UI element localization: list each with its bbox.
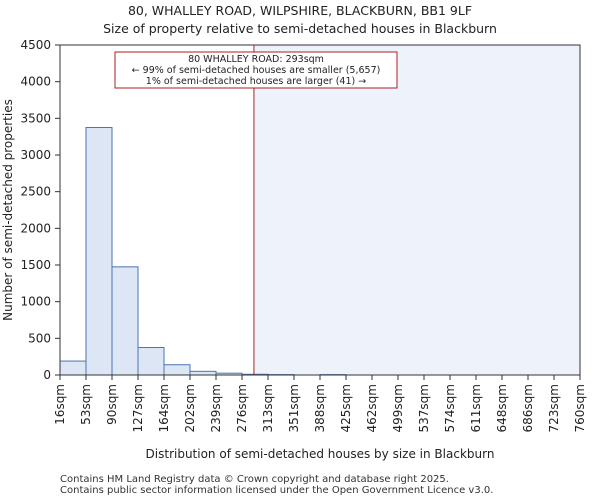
annotation-line-3: 1% of semi-detached houses are larger (4… — [146, 76, 366, 87]
bar-202sqm — [189, 370, 217, 376]
x-tick-label: 202sqm — [183, 384, 197, 432]
larger-properties-region — [253, 45, 580, 375]
y-tick-label: 4000 — [20, 75, 51, 89]
chart-title: 80, WHALLEY ROAD, WILPSHIRE, BLACKBURN, … — [127, 3, 473, 18]
y-tick-label: 1000 — [20, 295, 51, 309]
x-tick-label: 462sqm — [365, 384, 379, 432]
x-axis-label: Distribution of semi-detached houses by … — [146, 447, 495, 461]
x-tick-label: 90sqm — [105, 384, 119, 425]
x-tick-label: 611sqm — [469, 384, 483, 432]
bar-164sqm — [163, 364, 191, 376]
x-tick-label: 723sqm — [547, 384, 561, 432]
y-tick-label: 2000 — [20, 221, 51, 235]
x-tick-label: 648sqm — [495, 384, 509, 432]
y-tick-label: 2500 — [20, 185, 51, 199]
x-tick-label: 537sqm — [417, 384, 431, 432]
x-tick-label: 239sqm — [209, 384, 223, 432]
annotation-box — [114, 51, 398, 89]
x-tick-label: 351sqm — [287, 384, 301, 432]
footer-licence: Contains public sector information licen… — [60, 485, 494, 496]
y-axis-label: Number of semi-detached properties — [1, 99, 15, 321]
x-tick-label: 276sqm — [235, 384, 249, 432]
bar-16sqm — [59, 360, 87, 376]
y-tick-label: 500 — [28, 331, 51, 345]
x-tick-label: 499sqm — [391, 384, 405, 432]
x-tick-label: 53sqm — [79, 384, 93, 425]
x-tick-label: 164sqm — [157, 384, 171, 432]
footer-copyright: Contains HM Land Registry data © Crown c… — [60, 474, 449, 485]
x-tick-label: 760sqm — [573, 384, 587, 432]
x-tick-label: 16sqm — [53, 384, 67, 425]
bar-127sqm — [137, 347, 165, 376]
y-tick-label: 4500 — [20, 38, 51, 52]
x-tick-label: 686sqm — [521, 384, 535, 432]
annotation-line-1: 80 WHALLEY ROAD: 293sqm — [188, 54, 324, 65]
bar-53sqm — [85, 127, 113, 376]
y-tick-label: 1500 — [20, 258, 51, 272]
x-tick-label: 425sqm — [339, 384, 353, 432]
y-tick-label: 3500 — [20, 111, 51, 125]
annotation-line-2: ← 99% of semi-detached houses are smalle… — [132, 65, 381, 76]
x-tick-label: 388sqm — [313, 384, 327, 432]
bar-90sqm — [111, 266, 139, 376]
x-tick-label: 574sqm — [443, 384, 457, 432]
x-tick-label: 313sqm — [261, 384, 275, 432]
y-tick-label: 3000 — [20, 148, 51, 162]
x-tick-label: 127sqm — [131, 384, 145, 432]
y-tick-label: 0 — [43, 368, 51, 382]
chart-subtitle: Size of property relative to semi-detach… — [103, 21, 497, 36]
